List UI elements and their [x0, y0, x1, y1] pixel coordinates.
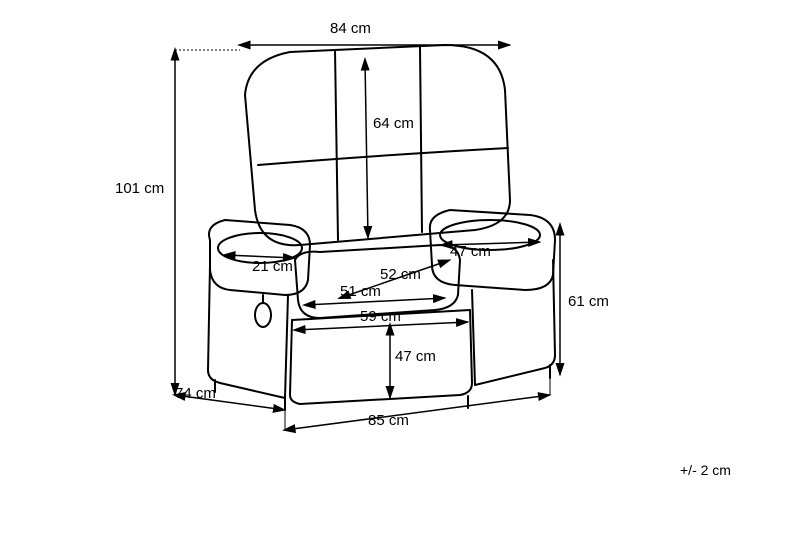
dim-side-height: 61 cm: [568, 293, 609, 310]
dim-bottom-width: 85 cm: [368, 412, 409, 429]
chair-dimension-diagram: 84 cm 64 cm 101 cm 21 cm 47 cm 52 cm 51 …: [0, 0, 800, 533]
dim-front-panel-height: 47 cm: [395, 348, 436, 365]
dim-arm-right: 47 cm: [450, 243, 491, 260]
dim-arm-left: 21 cm: [252, 258, 293, 275]
dim-top-width: 84 cm: [330, 20, 371, 37]
dim-seat-width-inner: 51 cm: [340, 283, 381, 300]
dim-seat-depth: 52 cm: [380, 266, 421, 283]
dim-back-height: 64 cm: [373, 115, 414, 132]
dim-seat-width-outer: 59 cm: [360, 308, 401, 325]
dim-side-depth: 74 cm: [175, 385, 216, 402]
tolerance-note: +/- 2 cm: [680, 462, 731, 478]
dim-total-height: 101 cm: [115, 180, 164, 197]
